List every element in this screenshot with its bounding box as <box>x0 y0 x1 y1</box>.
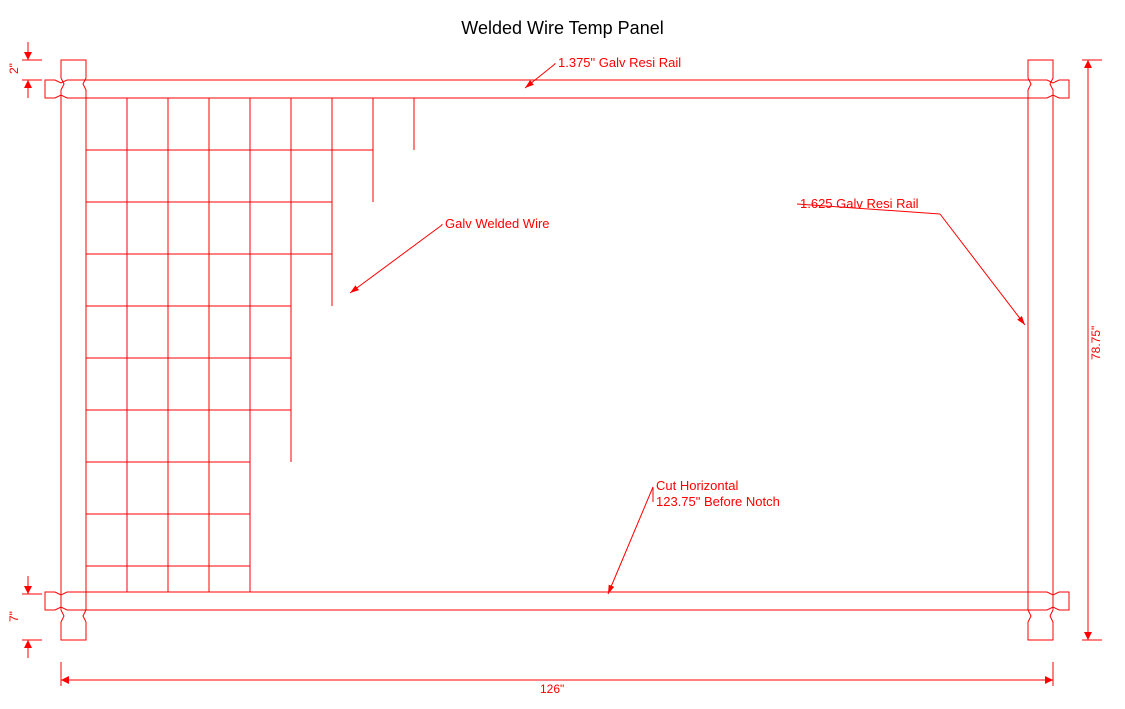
cut-label-line2: 123.75" Before Notch <box>656 494 780 509</box>
dim-arrowhead <box>24 586 32 594</box>
dim-height-label: 78.75" <box>1089 326 1103 360</box>
vertical-post <box>1028 60 1053 640</box>
annotations-group: 1.375" Galv Resi Rail Galv Welded Wire 1.6… <box>350 55 1025 594</box>
top-rail-label: 1.375" Galv Resi Rail <box>558 55 681 70</box>
dim-arrowhead <box>24 52 32 60</box>
cut-label-line2-leader <box>608 487 653 594</box>
welded-wire-mesh <box>86 98 414 592</box>
vertical-post <box>61 60 86 640</box>
horizontal-rail <box>45 592 1069 610</box>
dim-arrowhead <box>1084 632 1092 640</box>
panel-frame <box>45 60 1069 640</box>
cut-label-line1: Cut Horizontal <box>656 478 738 493</box>
side-rail-label: 1.625 Galv Resi Rail <box>800 196 919 211</box>
horizontal-rail <box>45 80 1069 98</box>
dim-width-label: 126" <box>540 682 564 696</box>
dim-arrowhead <box>24 80 32 88</box>
welded-wire-label-leader <box>350 225 442 293</box>
dim-arrowhead <box>1084 60 1092 68</box>
dim-arrowhead <box>1045 676 1053 684</box>
dimensions-group: 126" 78.75" 2" 7" <box>7 42 1103 696</box>
diagram-svg: 1.375" Galv Resi Rail Galv Welded Wire 1.6… <box>0 0 1125 709</box>
side-rail-label-leader <box>940 214 1025 325</box>
welded-wire-label: Galv Welded Wire <box>445 216 550 231</box>
dim-arrowhead <box>24 640 32 648</box>
dim-arrowhead <box>61 676 69 684</box>
dim-top-label: 2" <box>7 63 21 74</box>
dim-bottom-label: 7" <box>7 611 21 622</box>
top-rail-label-leader <box>525 64 555 88</box>
